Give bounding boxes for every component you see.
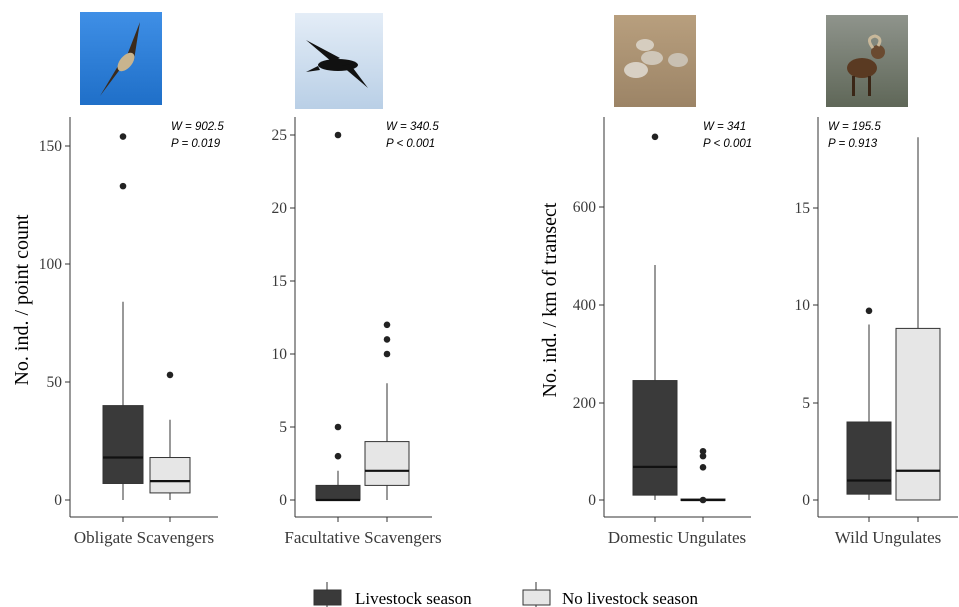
stat-w-label: W = 341 xyxy=(703,121,746,133)
y-tick-label: 100 xyxy=(39,256,63,273)
outlier-point xyxy=(651,133,659,141)
outlier-point xyxy=(119,133,127,140)
panel-2-axes xyxy=(290,117,432,522)
vulture-photo xyxy=(80,12,162,105)
y-tick-label: 0 xyxy=(588,492,596,509)
box-iqr xyxy=(632,380,678,496)
y-tick-label: 0 xyxy=(802,492,810,509)
stat-w-label: W = 195.5 xyxy=(828,121,881,133)
y-tick-label: 0 xyxy=(54,492,62,509)
box-iqr xyxy=(895,327,941,501)
box-iqr xyxy=(364,441,410,486)
y-tick-label: 15 xyxy=(795,200,811,217)
outlier-point xyxy=(699,452,707,460)
outlier-point xyxy=(166,371,174,379)
raven-icon xyxy=(306,40,368,88)
y-axis-title: No. ind. / km of transect xyxy=(539,202,561,397)
outlier-point xyxy=(334,423,342,431)
legend-item-no-livestock: No livestock season xyxy=(522,582,698,607)
y-tick-label: 400 xyxy=(573,297,597,314)
outlier-point xyxy=(383,321,391,329)
vulture-icon xyxy=(100,22,140,96)
sheep-photo xyxy=(614,15,696,107)
y-tick-label: 20 xyxy=(272,200,288,217)
y-tick-label: 600 xyxy=(573,199,597,216)
legend-swatch-livestock xyxy=(313,589,342,606)
raven-photo xyxy=(295,13,383,109)
y-tick-label: 15 xyxy=(272,273,288,290)
outlier-point xyxy=(699,496,707,504)
panel-4-axes xyxy=(813,117,958,522)
category-label: Facultative Scavengers xyxy=(284,528,441,547)
box-iqr xyxy=(102,405,144,484)
y-tick-label: 0 xyxy=(279,492,287,509)
outlier-point xyxy=(119,182,127,190)
y-tick-label: 10 xyxy=(795,297,811,314)
stat-p-label: P = 0.913 xyxy=(828,138,878,150)
panel-3-axes xyxy=(599,117,751,522)
legend-swatch-no-livestock xyxy=(522,589,551,606)
y-tick-label: 10 xyxy=(272,346,288,363)
y-tick-label: 5 xyxy=(802,395,810,412)
outlier-point xyxy=(699,464,707,471)
y-axis-title: No. ind. / point count xyxy=(11,214,33,386)
outlier-point xyxy=(334,452,342,460)
y-tick-label: 50 xyxy=(47,374,63,391)
panel-1-axes xyxy=(65,117,218,522)
y-tick-label: 150 xyxy=(39,138,63,155)
legend-label: No livestock season xyxy=(562,589,698,607)
box-iqr xyxy=(149,457,191,494)
mouflon-photo xyxy=(826,15,908,107)
boxplot-marks xyxy=(102,131,941,504)
sheep-icon xyxy=(624,39,688,78)
outlier-point xyxy=(334,131,342,139)
outlier-point xyxy=(865,307,873,315)
legend: Livestock season No livestock season xyxy=(313,582,698,607)
outlier-point xyxy=(383,336,391,343)
legend-item-livestock: Livestock season xyxy=(313,582,472,607)
box-iqr xyxy=(315,484,361,501)
y-tick-label: 5 xyxy=(279,419,287,436)
y-tick-label: 200 xyxy=(573,395,597,412)
stat-p-label: P < 0.001 xyxy=(703,138,752,150)
box-iqr xyxy=(846,421,892,495)
stat-w-label: W = 902.5 xyxy=(171,121,224,133)
outlier-point xyxy=(699,447,707,455)
category-label: Wild Ungulates xyxy=(835,528,942,547)
stat-p-label: P = 0.019 xyxy=(171,138,221,150)
stat-p-label: P < 0.001 xyxy=(386,138,435,150)
mouflon-icon xyxy=(847,34,885,96)
legend-label: Livestock season xyxy=(355,589,472,607)
category-label: Domestic Ungulates xyxy=(608,528,746,547)
stat-w-label: W = 340.5 xyxy=(386,121,439,133)
category-label: Obligate Scavengers xyxy=(74,528,214,547)
y-tick-label: 25 xyxy=(272,127,288,144)
outlier-point xyxy=(383,350,391,358)
